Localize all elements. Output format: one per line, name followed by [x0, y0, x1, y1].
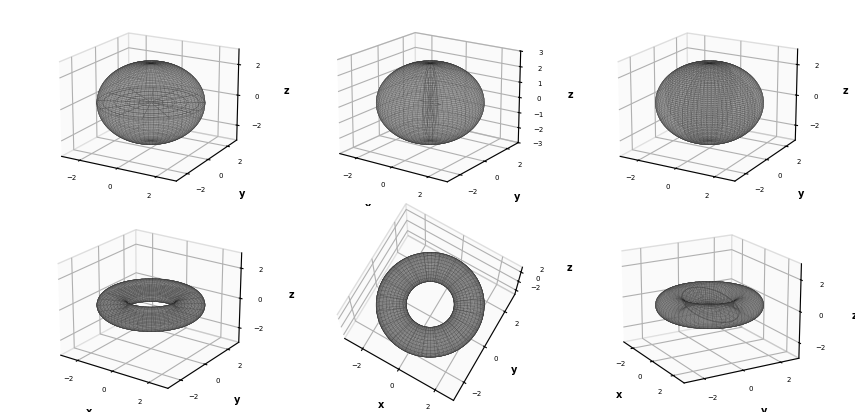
- Y-axis label: y: y: [514, 192, 520, 201]
- X-axis label: x: x: [652, 204, 658, 214]
- Y-axis label: y: y: [761, 406, 767, 412]
- Y-axis label: y: y: [798, 189, 804, 199]
- Y-axis label: y: y: [239, 189, 245, 199]
- X-axis label: x: x: [86, 407, 92, 412]
- Y-axis label: y: y: [234, 395, 240, 405]
- X-axis label: x: x: [93, 204, 100, 214]
- Y-axis label: y: y: [511, 365, 517, 375]
- X-axis label: x: x: [616, 391, 622, 400]
- X-axis label: x: x: [378, 400, 384, 410]
- X-axis label: x: x: [365, 202, 371, 212]
